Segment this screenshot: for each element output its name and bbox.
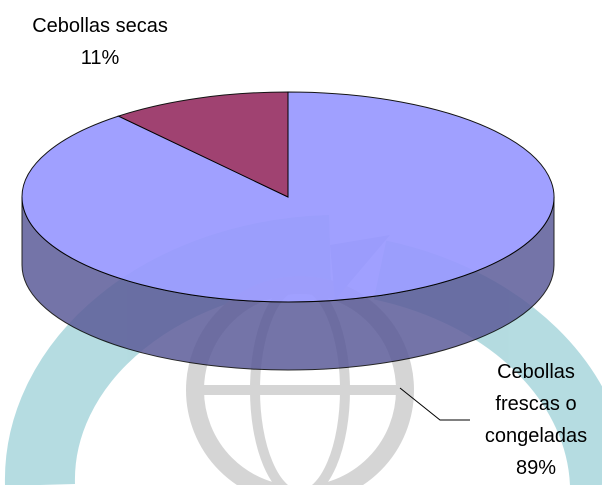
- slice-label: Cebollas frescas o congeladas 89%: [470, 356, 602, 484]
- pie: [21, 91, 555, 371]
- slice-value: 89%: [515, 457, 557, 479]
- slice-value: 11%: [80, 47, 120, 69]
- slice-name: Cebollas secas: [32, 15, 168, 37]
- slice-name: Cebollas frescas o congeladas: [484, 361, 588, 447]
- slice-label: Cebollas secas 11%: [0, 10, 200, 74]
- slice: [117, 91, 289, 198]
- leader-line: [399, 387, 470, 421]
